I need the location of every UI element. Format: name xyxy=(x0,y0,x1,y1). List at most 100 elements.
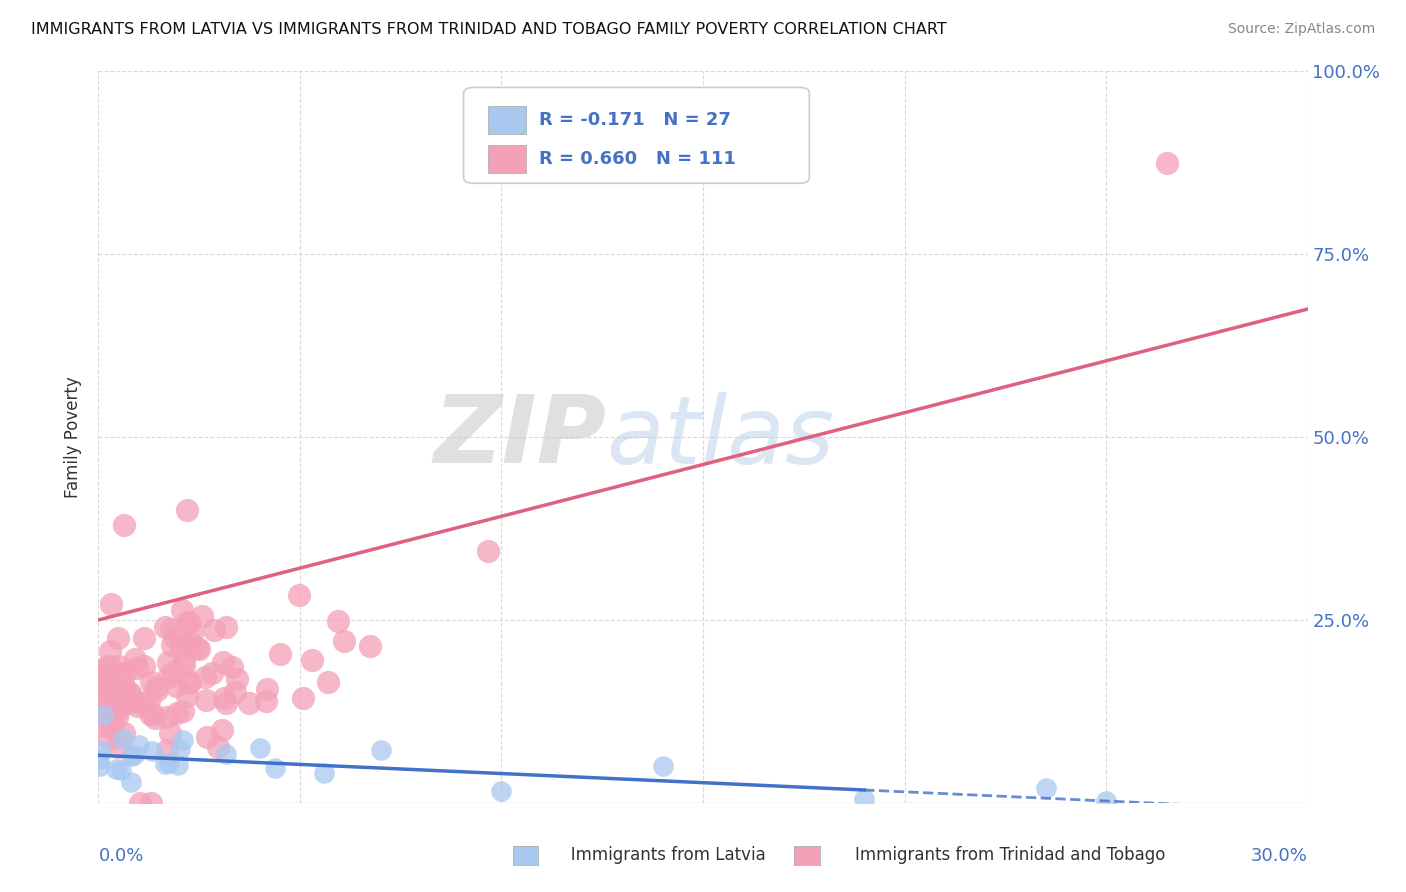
Point xyxy=(172,603,194,617)
Point xyxy=(105,710,128,724)
Point xyxy=(93,683,115,698)
Point xyxy=(107,704,129,718)
Point xyxy=(263,761,285,775)
Point xyxy=(104,699,127,714)
Point xyxy=(156,670,179,684)
Point xyxy=(89,681,111,696)
Point xyxy=(173,654,195,668)
Point xyxy=(89,759,111,773)
Text: R = 0.660   N = 111: R = 0.660 N = 111 xyxy=(538,150,735,168)
Point xyxy=(166,706,188,721)
Point xyxy=(111,731,134,746)
Point xyxy=(97,731,120,746)
Point xyxy=(212,691,235,706)
Point xyxy=(160,638,183,652)
Text: R = -0.171   N = 27: R = -0.171 N = 27 xyxy=(538,112,731,129)
Point xyxy=(112,679,135,693)
Point xyxy=(90,743,112,757)
Point xyxy=(214,696,236,710)
Point xyxy=(188,642,211,657)
Point xyxy=(1095,794,1118,808)
Point xyxy=(180,626,202,640)
Point xyxy=(256,682,278,697)
Point xyxy=(93,719,115,733)
Point xyxy=(301,653,323,667)
Point xyxy=(314,766,336,780)
Point xyxy=(91,708,114,723)
Point xyxy=(104,692,127,706)
Point xyxy=(93,661,115,675)
Point xyxy=(124,652,146,666)
Point xyxy=(124,747,146,762)
Point xyxy=(93,674,115,689)
Point xyxy=(370,743,392,757)
Point xyxy=(153,620,176,634)
Point xyxy=(167,758,190,772)
FancyBboxPatch shape xyxy=(488,145,526,173)
Point xyxy=(173,659,195,673)
Point xyxy=(146,683,169,698)
Point xyxy=(100,674,122,689)
Point xyxy=(108,696,131,710)
Point xyxy=(215,620,238,634)
Point xyxy=(651,759,673,773)
Text: Immigrants from Latvia                 Immigrants from Trinidad and Tobago: Immigrants from Latvia Immigrants from T… xyxy=(534,846,1166,863)
Point xyxy=(100,681,122,696)
Point xyxy=(491,784,513,798)
Point xyxy=(134,698,156,712)
Point xyxy=(107,631,129,645)
Point xyxy=(145,711,167,725)
Point xyxy=(101,705,124,719)
Text: 0.0%: 0.0% xyxy=(98,847,143,864)
Point xyxy=(201,666,224,681)
Point xyxy=(153,757,176,772)
Point xyxy=(176,503,198,517)
Text: atlas: atlas xyxy=(606,392,835,483)
Point xyxy=(162,665,184,680)
Point xyxy=(115,696,138,710)
Point xyxy=(96,692,118,706)
Point xyxy=(94,669,117,683)
Point xyxy=(87,752,110,766)
Point xyxy=(318,675,340,690)
Point xyxy=(98,659,121,673)
Point xyxy=(159,725,181,739)
Point xyxy=(114,665,136,680)
Point xyxy=(120,774,142,789)
Point xyxy=(1156,156,1178,170)
Point xyxy=(141,744,163,758)
Point xyxy=(91,706,114,721)
Point xyxy=(112,726,135,740)
Point xyxy=(238,696,260,710)
Point xyxy=(177,676,200,690)
Point xyxy=(127,699,149,714)
Point xyxy=(156,743,179,757)
Point xyxy=(224,685,246,699)
Point xyxy=(211,723,233,737)
Text: Source: ZipAtlas.com: Source: ZipAtlas.com xyxy=(1227,22,1375,37)
Point xyxy=(169,742,191,756)
Point xyxy=(139,796,162,810)
Point xyxy=(176,640,198,654)
Point xyxy=(254,693,277,707)
Point xyxy=(104,702,127,716)
Point xyxy=(165,680,187,694)
FancyBboxPatch shape xyxy=(464,87,810,183)
Point xyxy=(139,675,162,690)
Point xyxy=(291,691,314,706)
Point xyxy=(180,636,202,650)
Point xyxy=(90,687,112,701)
Point xyxy=(359,639,381,653)
Point xyxy=(96,708,118,723)
Point xyxy=(108,666,131,681)
Y-axis label: Family Poverty: Family Poverty xyxy=(65,376,83,498)
Point xyxy=(215,747,238,762)
Point xyxy=(107,658,129,673)
Point xyxy=(207,740,229,755)
Point xyxy=(134,631,156,645)
Point xyxy=(112,517,135,532)
Point xyxy=(107,740,129,755)
Point xyxy=(288,588,311,602)
Point xyxy=(100,597,122,611)
Point xyxy=(128,738,150,752)
